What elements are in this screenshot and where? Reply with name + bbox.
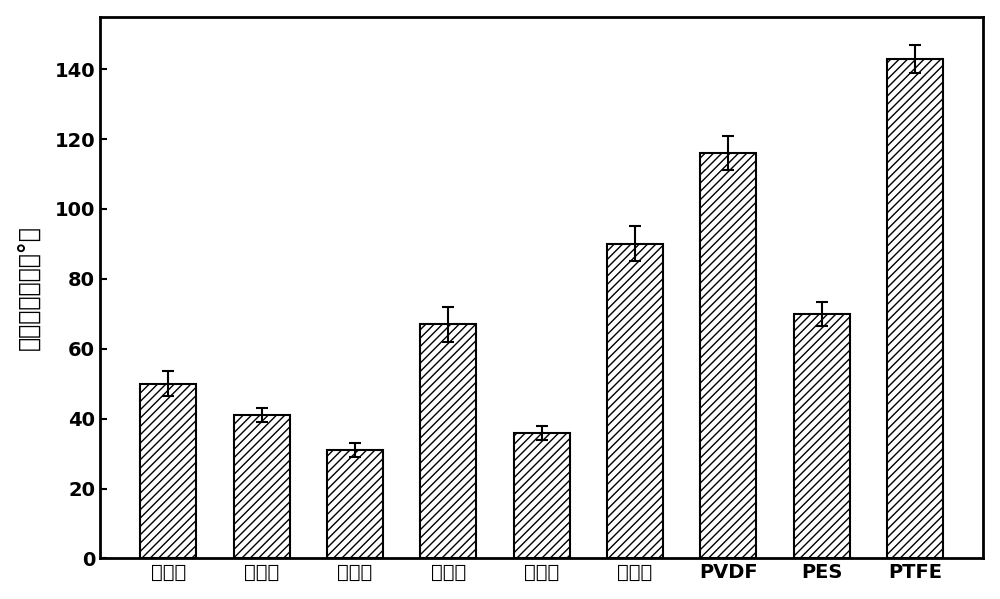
Bar — [794, 314, 850, 558]
Bar — [420, 324, 476, 558]
Bar — [700, 153, 756, 558]
Bar — [140, 384, 196, 558]
Bar — [607, 244, 663, 558]
Bar — [514, 432, 570, 558]
Bar — [327, 450, 383, 558]
Y-axis label: 表面水接触角（°）: 表面水接触角（°） — [17, 225, 41, 350]
Bar — [234, 415, 290, 558]
Bar — [887, 59, 943, 558]
